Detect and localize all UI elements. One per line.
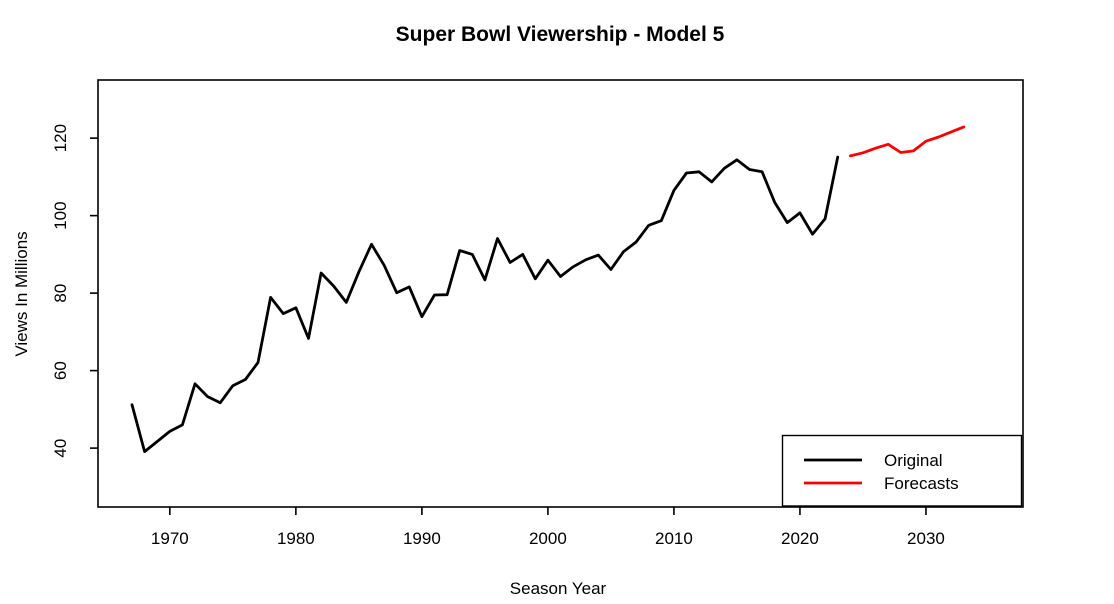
x-tick-label: 1970	[151, 529, 189, 548]
chart-title: Super Bowl Viewership - Model 5	[396, 23, 725, 46]
x-tick-label: 1990	[403, 529, 441, 548]
legend-label-original: Original	[884, 451, 943, 470]
x-tick-label: 2010	[655, 529, 693, 548]
x-tick-label: 2020	[781, 529, 819, 548]
legend: Original Forecasts	[781, 434, 1023, 507]
series-line-original	[130, 155, 840, 454]
y-axis-title: Views In Millions	[12, 231, 31, 356]
data-series	[130, 125, 966, 454]
legend-box	[781, 434, 1023, 507]
y-axis: 40 60 80 100 120	[51, 124, 98, 458]
y-tick-label: 40	[51, 439, 70, 458]
x-tick-label: 1980	[277, 529, 315, 548]
x-axis-title: Season Year	[510, 579, 607, 598]
y-tick-label: 60	[51, 361, 70, 380]
y-tick-label: 100	[51, 201, 70, 229]
x-tick-label: 2030	[907, 529, 945, 548]
y-tick-label: 80	[51, 284, 70, 303]
y-tick-label: 120	[51, 124, 70, 152]
legend-label-forecasts: Forecasts	[884, 474, 959, 493]
x-axis: 1970 1980 1990 2000 2010 2020 2030	[151, 507, 945, 548]
x-tick-label: 2000	[529, 529, 567, 548]
series-line-forecasts	[849, 125, 966, 158]
